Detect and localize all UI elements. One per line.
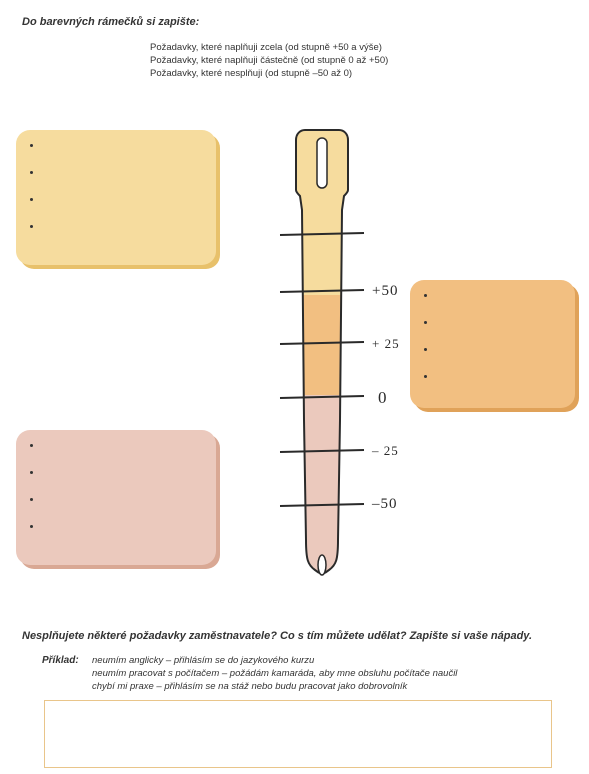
heading-bottom: Nesplňujete některé požadavky zaměstnava… (22, 630, 532, 642)
orange-bullets (424, 294, 427, 402)
subline-1: Požadavky, které naplňuji zcela (od stup… (150, 42, 382, 53)
priklad-label: Příklad: (42, 655, 79, 666)
ideas-input[interactable] (44, 700, 552, 768)
heading-top: Do barevných rámečků si zapište: (22, 16, 199, 28)
scale-label-2: 0 (378, 388, 388, 408)
pink-bullets (30, 444, 33, 552)
priklad-line-3: chybí mi praxe – přihlásím se na stáž ne… (92, 681, 407, 692)
pink-box[interactable] (16, 430, 216, 565)
yellow-box[interactable] (16, 130, 216, 265)
scale-label-4: –50 (372, 496, 398, 513)
scale-label-3: – 25 (372, 443, 399, 459)
priklad-line-2: neumím pracovat s počítačem – požádám ka… (92, 668, 457, 679)
thermometer-icon (250, 120, 410, 610)
yellow-bullets (30, 144, 33, 252)
scale-label-1: + 25 (372, 336, 400, 352)
subline-2: Požadavky, které naplňuji částečně (od s… (150, 55, 388, 66)
subline-3: Požadavky, které nesplňuji (od stupně –5… (150, 68, 352, 79)
orange-box[interactable] (410, 280, 575, 408)
priklad-line-1: neumím anglicky – přihlásím se do jazyko… (92, 655, 314, 666)
scale-label-0: +50 (372, 283, 398, 300)
